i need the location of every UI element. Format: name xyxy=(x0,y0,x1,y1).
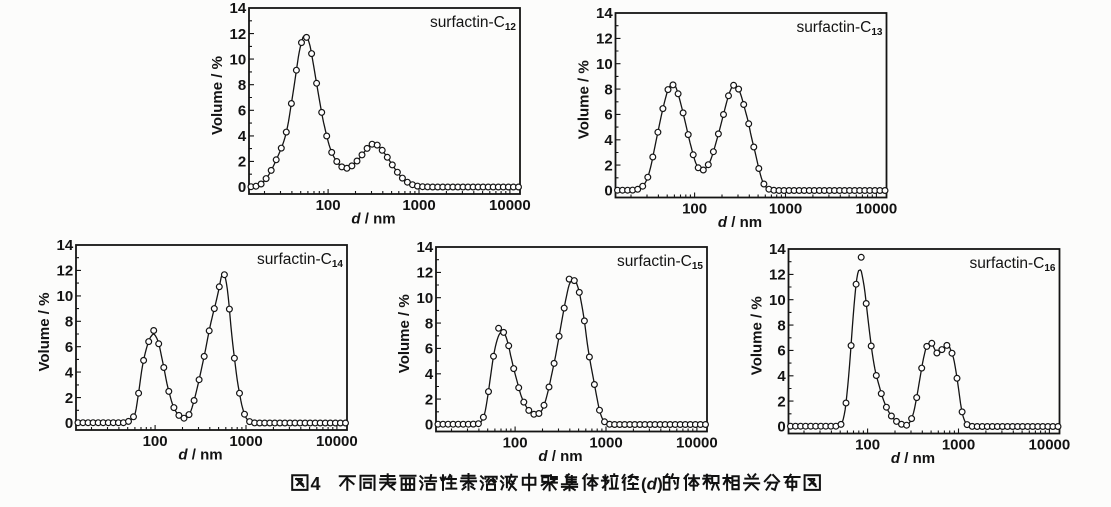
svg-text:2: 2 xyxy=(65,390,73,407)
svg-text:(d): (d) xyxy=(641,475,663,494)
svg-text:8: 8 xyxy=(238,77,246,94)
svg-text:4: 4 xyxy=(65,364,74,381)
svg-text:0: 0 xyxy=(425,417,433,434)
svg-text:14: 14 xyxy=(417,239,434,256)
svg-text:12: 12 xyxy=(57,263,74,280)
svg-text:d / nm: d / nm xyxy=(178,447,222,464)
svg-text:8: 8 xyxy=(65,314,73,331)
svg-text:8: 8 xyxy=(425,315,433,332)
svg-text:6: 6 xyxy=(238,103,246,120)
svg-text:0: 0 xyxy=(777,419,785,436)
svg-text:8: 8 xyxy=(777,317,785,334)
svg-text:1000: 1000 xyxy=(769,201,802,218)
svg-text:2: 2 xyxy=(604,157,612,174)
svg-text:surfactin-C13: surfactin-C13 xyxy=(796,19,882,38)
svg-text:12: 12 xyxy=(769,267,786,284)
svg-text:surfactin-C16: surfactin-C16 xyxy=(969,255,1055,274)
svg-text:2: 2 xyxy=(425,391,433,408)
svg-text:6: 6 xyxy=(777,343,785,360)
svg-text:100: 100 xyxy=(143,433,168,450)
svg-text:4: 4 xyxy=(777,368,786,385)
svg-text:10: 10 xyxy=(57,288,74,305)
svg-text:10: 10 xyxy=(769,292,786,309)
svg-text:surfactin-C12: surfactin-C12 xyxy=(430,14,516,33)
svg-text:d / nm: d / nm xyxy=(891,450,935,467)
svg-text:6: 6 xyxy=(604,107,612,124)
svg-text:6: 6 xyxy=(65,339,73,356)
svg-text:0: 0 xyxy=(238,179,246,196)
svg-text:Volume / %: Volume / % xyxy=(749,296,766,375)
svg-text:14: 14 xyxy=(230,0,247,17)
svg-text:10: 10 xyxy=(596,56,613,73)
svg-text:4: 4 xyxy=(425,366,434,383)
svg-text:d / nm: d / nm xyxy=(351,211,395,228)
svg-text:Volume / %: Volume / % xyxy=(396,294,413,373)
svg-text:1000: 1000 xyxy=(589,435,622,452)
svg-text:100: 100 xyxy=(855,437,880,454)
svg-text:Volume / %: Volume / % xyxy=(209,56,226,135)
svg-text:14: 14 xyxy=(769,241,786,258)
svg-text:0: 0 xyxy=(604,183,612,200)
svg-text:8: 8 xyxy=(604,81,612,98)
svg-text:4: 4 xyxy=(604,132,613,149)
svg-text:6: 6 xyxy=(425,341,433,358)
svg-text:10000: 10000 xyxy=(1029,437,1071,454)
svg-text:10000: 10000 xyxy=(856,201,898,218)
svg-text:12: 12 xyxy=(596,31,613,48)
svg-text:12: 12 xyxy=(417,265,434,282)
svg-text:100: 100 xyxy=(682,201,707,218)
svg-text:14: 14 xyxy=(57,237,74,254)
svg-text:10000: 10000 xyxy=(676,435,718,452)
svg-text:100: 100 xyxy=(316,197,341,214)
svg-text:12: 12 xyxy=(230,26,247,43)
svg-text:surfactin-C15: surfactin-C15 xyxy=(617,253,703,272)
svg-text:surfactin-C14: surfactin-C14 xyxy=(257,251,343,270)
svg-text:1000: 1000 xyxy=(942,437,975,454)
svg-text:4: 4 xyxy=(238,128,247,145)
svg-text:Volume / %: Volume / % xyxy=(36,293,53,372)
svg-text:10000: 10000 xyxy=(489,197,531,214)
svg-text:14: 14 xyxy=(596,5,613,22)
svg-text:100: 100 xyxy=(503,435,528,452)
svg-text:10000: 10000 xyxy=(316,433,358,450)
svg-text:1000: 1000 xyxy=(229,433,262,450)
svg-text:10: 10 xyxy=(417,290,434,307)
svg-text:1000: 1000 xyxy=(402,197,435,214)
svg-text:0: 0 xyxy=(65,415,73,432)
svg-text:Volume / %: Volume / % xyxy=(576,60,593,139)
svg-text:d / nm: d / nm xyxy=(718,214,762,231)
svg-text:10: 10 xyxy=(230,51,247,68)
svg-text:2: 2 xyxy=(238,154,246,171)
svg-text:2: 2 xyxy=(777,393,785,410)
svg-text:d / nm: d / nm xyxy=(538,448,582,465)
svg-text:4: 4 xyxy=(311,474,321,494)
